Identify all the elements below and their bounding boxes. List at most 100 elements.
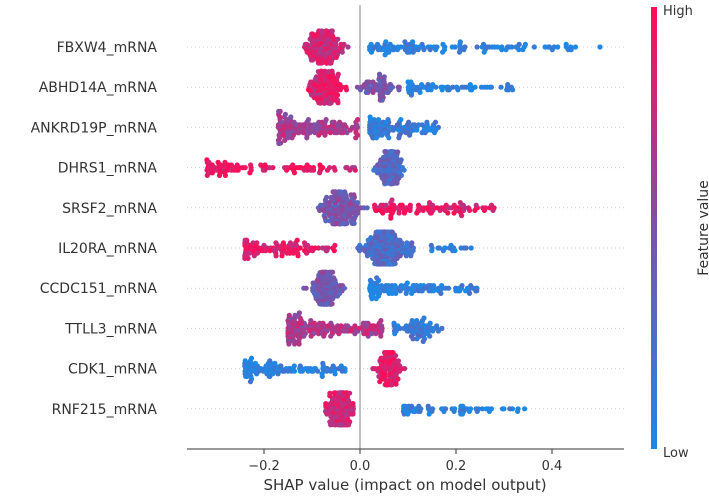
shap-dot bbox=[324, 60, 330, 66]
shap-dot bbox=[330, 34, 336, 40]
shap-dot bbox=[348, 328, 354, 334]
shap-dot bbox=[522, 406, 528, 412]
shap-dot bbox=[323, 401, 329, 407]
shap-dot bbox=[481, 49, 487, 55]
shap-dot bbox=[414, 210, 420, 216]
shap-dot bbox=[375, 162, 381, 168]
shap-dot bbox=[291, 170, 298, 176]
shap-dot bbox=[507, 406, 513, 412]
shap-dot bbox=[302, 41, 308, 48]
shap-dot bbox=[373, 331, 379, 337]
shap-dot bbox=[324, 301, 330, 307]
shap-dot bbox=[327, 218, 333, 224]
shap-dot bbox=[308, 79, 314, 85]
shap-dot bbox=[467, 207, 473, 213]
shap-dot bbox=[343, 323, 349, 329]
shap-dot bbox=[386, 49, 392, 55]
shap-dot bbox=[329, 119, 335, 125]
shap-dot bbox=[284, 250, 290, 256]
shap-dot bbox=[429, 248, 435, 254]
shap-dot bbox=[395, 127, 402, 133]
shap-dot bbox=[396, 135, 402, 141]
shap-dot bbox=[304, 250, 310, 256]
shap-dot bbox=[317, 100, 323, 106]
shap-dot bbox=[428, 242, 434, 248]
shap-dot bbox=[330, 363, 336, 369]
shap-dot bbox=[285, 135, 291, 141]
shap-dot bbox=[406, 119, 412, 125]
shap-dot bbox=[414, 283, 420, 289]
shap-dot bbox=[373, 135, 380, 141]
shap-dot bbox=[499, 406, 506, 412]
shap-dot bbox=[520, 47, 526, 53]
shap-dot bbox=[305, 117, 312, 123]
shap-dot bbox=[341, 221, 347, 227]
shap-dot bbox=[383, 39, 389, 45]
shap-dot bbox=[428, 127, 434, 133]
shap-dot bbox=[401, 167, 407, 173]
shap-dot bbox=[459, 411, 466, 417]
shap-dot bbox=[390, 207, 396, 213]
shap-dot bbox=[267, 358, 273, 364]
shap-dot bbox=[333, 54, 339, 61]
shap-dot bbox=[374, 87, 380, 93]
feature-label: RNF215_mRNA bbox=[52, 402, 158, 418]
shap-dot bbox=[408, 253, 414, 259]
shap-dot bbox=[371, 323, 377, 329]
shap-dot bbox=[376, 261, 382, 267]
shap-dot bbox=[498, 84, 504, 90]
shap-dot bbox=[398, 117, 404, 123]
shap-dot bbox=[319, 373, 325, 379]
shap-dot bbox=[335, 323, 341, 329]
shap-dot bbox=[374, 275, 380, 281]
shap-dot bbox=[568, 47, 574, 53]
shap-dot bbox=[449, 44, 455, 50]
shap-dot bbox=[405, 411, 411, 417]
shap-dot bbox=[327, 390, 333, 396]
shap-dot bbox=[318, 28, 324, 34]
shap-dot bbox=[320, 207, 327, 213]
shap-dot bbox=[456, 49, 463, 55]
shap-dot bbox=[297, 245, 303, 251]
shap-dot bbox=[352, 323, 358, 329]
shap-dot bbox=[439, 283, 445, 289]
shap-dot bbox=[334, 293, 341, 299]
shap-dot bbox=[315, 328, 321, 334]
shap-dot bbox=[381, 178, 387, 184]
shap-dot bbox=[341, 328, 347, 334]
shap-dot bbox=[318, 202, 324, 208]
shap-dot bbox=[217, 162, 224, 168]
shap-dot bbox=[417, 408, 423, 414]
shap-dot bbox=[323, 117, 329, 123]
x-tick-label: 0.4 bbox=[542, 459, 563, 474]
shap-dot bbox=[324, 28, 330, 34]
shap-dot bbox=[379, 97, 385, 103]
shap-dot bbox=[303, 285, 309, 291]
shap-dot bbox=[410, 39, 416, 45]
shap-dot bbox=[438, 84, 444, 90]
shap-dot bbox=[434, 44, 440, 50]
shap-dot bbox=[260, 248, 266, 254]
shap-dot bbox=[384, 382, 390, 388]
shap-dot bbox=[365, 237, 371, 243]
shap-dot bbox=[312, 130, 318, 136]
shap-dot bbox=[431, 130, 438, 136]
shap-dot bbox=[452, 248, 458, 254]
shap-dot bbox=[381, 154, 387, 160]
shap-dot bbox=[341, 285, 347, 291]
feature-label: IL20RA_mRNA bbox=[58, 241, 157, 257]
shap-dot bbox=[414, 336, 420, 342]
shap-dot bbox=[404, 240, 410, 246]
shap-dot bbox=[376, 71, 383, 77]
shap-dot bbox=[422, 285, 428, 291]
shap-dot bbox=[335, 192, 341, 198]
shap-dot bbox=[282, 111, 288, 117]
shap-dot bbox=[388, 181, 394, 187]
shap-dot bbox=[332, 371, 338, 377]
shap-dot bbox=[353, 135, 359, 141]
shap-dot bbox=[361, 205, 367, 211]
shap-dot bbox=[329, 28, 335, 34]
shap-dot bbox=[381, 288, 387, 294]
shap-dot bbox=[273, 240, 279, 246]
